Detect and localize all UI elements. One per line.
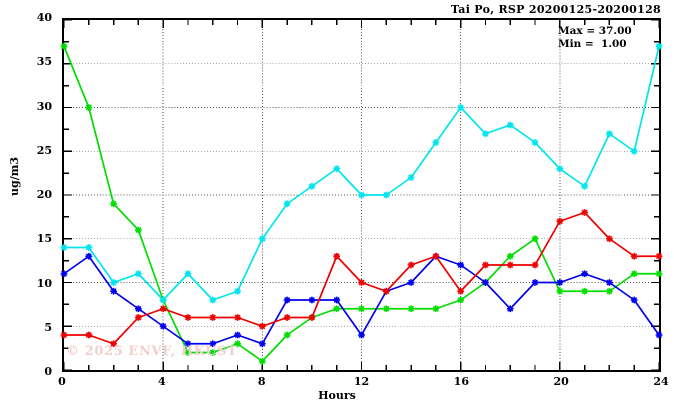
y-tick-label: 20: [36, 188, 52, 201]
y-tick-label: 25: [36, 143, 52, 157]
data-series: [60, 42, 663, 365]
x-tick-label: 4: [158, 375, 166, 388]
x-tick-label: 24: [653, 375, 669, 388]
y-tick-label: 10: [36, 276, 52, 290]
legend-box: Max = 37.00 Min = 1.00: [558, 25, 632, 51]
y-tick-label: 15: [36, 232, 52, 246]
y-tick-label: 40: [36, 11, 52, 24]
x-axis-label: Hours: [318, 389, 356, 402]
y-tick-label: 30: [36, 99, 52, 113]
x-tick-label: 8: [257, 375, 266, 388]
plot-area: [60, 18, 663, 372]
y-tick-label: 0: [44, 365, 52, 378]
y-tick-label: 5: [44, 320, 52, 334]
y-tick-label: 35: [36, 55, 52, 69]
x-tick-label: 20: [553, 375, 569, 388]
legend-max: Max = 37.00: [558, 25, 632, 37]
x-tick-label: 12: [353, 375, 370, 388]
x-tick-label: 0: [58, 375, 66, 388]
chart-title: Tai Po, RSP 20200125-20200128: [450, 3, 661, 16]
legend-min: Min = 1.00: [558, 38, 627, 50]
x-tick-label: 16: [453, 375, 469, 388]
